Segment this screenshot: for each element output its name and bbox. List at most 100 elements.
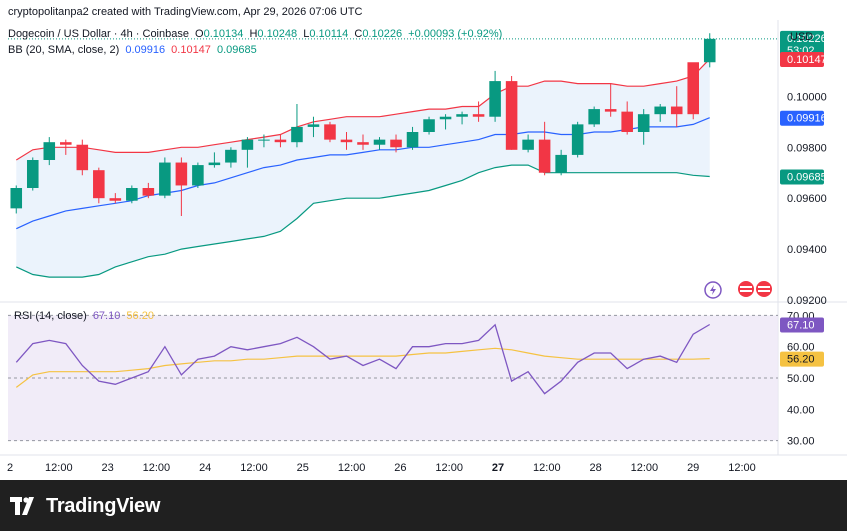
rsi-sma-tag: 56.20: [780, 351, 824, 367]
bb-basis-tag-bg: [780, 110, 824, 126]
currency-label[interactable]: USD: [790, 31, 814, 43]
change-value: +0.00093 (+0.92%): [408, 28, 503, 40]
bb-upper-tag: 0.10147: [780, 51, 827, 67]
price-tick-label: 0.09600: [787, 193, 827, 205]
candle-body: [687, 62, 700, 115]
candle-body: [274, 139, 287, 143]
bollinger-bands: [15, 58, 711, 278]
candle-body: [588, 109, 600, 125]
candle-body: [10, 188, 23, 209]
time-tick-label: 12:00: [45, 462, 73, 474]
open-value: 0.10134: [203, 28, 244, 40]
us-flag-icon[interactable]: [738, 281, 754, 297]
close-label: C: [354, 28, 363, 40]
bb-lower-value: 0.09685: [216, 44, 257, 56]
high-label: H: [249, 28, 258, 40]
time-tick-label: 12:00: [728, 462, 756, 474]
rsi-sma-tag-text: 56.20: [787, 354, 815, 366]
us-flag-icon[interactable]: [756, 281, 772, 297]
candle-body: [538, 139, 551, 173]
price-tick-label: 0.09200: [787, 295, 827, 307]
bb-upper-tag-bg: [780, 51, 824, 67]
candle-body: [142, 188, 155, 196]
time-tick-label: 27: [492, 462, 504, 474]
bb-lower-line: [16, 164, 710, 278]
time-tick-label: 29: [687, 462, 699, 474]
candle-body: [406, 132, 419, 148]
rsi-tick-label: 50.00: [787, 373, 815, 385]
rsi-legend[interactable]: RSI (14, close) 67.10 56.20: [14, 310, 157, 322]
candle-body: [60, 142, 72, 145]
low-label: L: [303, 28, 310, 40]
candle-body: [109, 198, 122, 201]
rsi-sma-tag-bg: [780, 351, 824, 367]
price-tick-label: 0.09800: [787, 142, 827, 154]
candle-body: [159, 162, 171, 196]
last-price-tag-bg: [780, 30, 824, 59]
candle-body: [175, 162, 188, 186]
grid: [0, 20, 847, 456]
rsi-value-tag-bg: [780, 317, 824, 333]
rsi-tick-label: 60.00: [787, 342, 815, 354]
candle-body: [439, 116, 452, 120]
chart-icons[interactable]: [704, 281, 772, 299]
bb-lower-tag-bg: [780, 169, 824, 185]
candle-body: [93, 170, 105, 199]
candle-body: [192, 165, 204, 186]
rsi-sma-value: 56.20: [126, 310, 154, 322]
candle-body: [390, 139, 402, 148]
candles[interactable]: [10, 33, 716, 216]
time-tick-label: 25: [297, 462, 309, 474]
rsi-label: RSI (14, close): [14, 310, 87, 322]
candle-body: [654, 106, 666, 115]
candle-body: [703, 38, 716, 63]
candle-body: [26, 160, 39, 188]
price-tick-label: 0.09400: [787, 244, 827, 256]
time-tick-label: 2: [7, 462, 13, 474]
candle-body: [456, 114, 468, 117]
time-tick-label: 24: [199, 462, 211, 474]
lightning-icon[interactable]: [704, 281, 722, 299]
rsi-tick-label: 40.00: [787, 404, 815, 416]
candle-body: [571, 124, 584, 155]
time-tick-label: 23: [101, 462, 113, 474]
candle-body: [357, 142, 369, 145]
brand-name: TradingView: [46, 494, 161, 517]
rsi-pane: [8, 314, 778, 442]
symbol-name: Dogecoin / US Dollar · 4h · Coinbase: [8, 28, 189, 40]
tradingview-brand: TradingView: [10, 494, 160, 518]
bb-lower-tag-text: 0.09685: [787, 172, 827, 184]
bb-legend[interactable]: BB (20, SMA, close, 2) 0.09916 0.10147 0…: [8, 44, 260, 56]
bb-upper-line: [15, 58, 711, 161]
price-tick-label: 0.10000: [787, 91, 827, 103]
bb-basis-tag: 0.09916: [780, 110, 827, 126]
high-value: 0.10248: [257, 28, 298, 40]
candle-body: [522, 139, 534, 150]
time-tick-label: 12:00: [143, 462, 171, 474]
rsi-tick-label: 30.00: [787, 436, 815, 448]
candle-body: [604, 109, 617, 112]
time-tick-label: 12:00: [435, 462, 463, 474]
candle-body: [241, 139, 254, 150]
bb-label: BB (20, SMA, close, 2): [8, 44, 120, 56]
candle-body: [76, 144, 89, 171]
candle-body: [258, 139, 270, 141]
time-tick-label: 12:00: [631, 462, 659, 474]
rsi-value-tag: 67.10: [780, 317, 824, 333]
time-tick-label: 28: [589, 462, 601, 474]
candle-body: [43, 142, 56, 160]
time-tick-label: 12:00: [240, 462, 268, 474]
last-price-tag-text: 0.10226: [787, 33, 827, 45]
candle-body: [555, 154, 567, 173]
open-label: O: [195, 28, 204, 40]
candle-body: [373, 139, 386, 145]
candle-body: [208, 162, 221, 166]
close-value: 0.10226: [362, 28, 403, 40]
chart-svg[interactable]: 0.10000 0.09800 0.09600 0.09400 0.09200 2 12:0…: [0, 0, 847, 480]
candle-body: [340, 139, 353, 143]
rsi-line: [15, 323, 711, 395]
tradingview-logo-icon: [10, 497, 34, 515]
rsi-value-tag-text: 67.10: [787, 319, 815, 331]
